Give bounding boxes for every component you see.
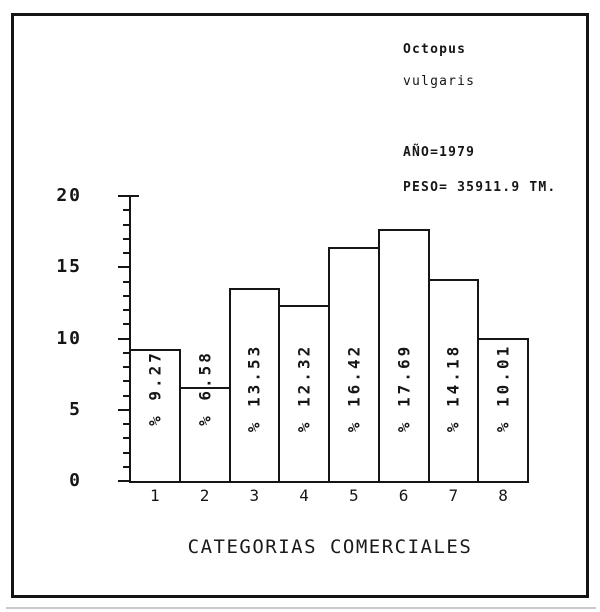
y-axis-top-cap-tick <box>129 195 139 197</box>
bar-value-label: % 13.53 <box>244 343 264 433</box>
x-tick-label: 1 <box>150 486 160 505</box>
year-label: AÑO=1979 <box>403 145 476 160</box>
y-axis-minor-tick <box>123 451 129 454</box>
bar-value-label: % 9.27 <box>145 350 165 426</box>
x-tick-label: 5 <box>349 486 359 505</box>
bar <box>427 278 480 483</box>
species-name-genus: Octopus <box>403 42 467 57</box>
y-axis-minor-tick <box>123 209 129 212</box>
y-axis-minor-tick <box>123 223 129 226</box>
x-tick-label: 3 <box>249 486 260 505</box>
x-tick-label: 2 <box>199 486 210 505</box>
bar-value-label: % 12.32 <box>294 343 314 433</box>
y-axis-minor-tick <box>123 237 129 240</box>
bar-value-label: % 17.69 <box>394 343 414 433</box>
bar <box>477 338 529 483</box>
scan-artifact-line <box>6 607 596 609</box>
bar-value-label: % 6.58 <box>195 350 215 426</box>
y-axis-major-tick <box>118 195 129 197</box>
y-axis-minor-tick <box>123 309 129 311</box>
y-axis-minor-tick <box>123 252 129 254</box>
y-tick-label: 5 <box>69 398 82 420</box>
x-tick-label: 8 <box>498 486 508 505</box>
species-name-epithet: vulgaris <box>403 74 476 89</box>
page-border-frame <box>11 13 589 598</box>
bar <box>377 228 430 483</box>
bar-value-label: % 10.01 <box>493 343 513 433</box>
y-axis-line <box>129 196 131 483</box>
x-tick-label: 6 <box>398 486 409 505</box>
y-tick-label: 15 <box>56 256 82 278</box>
bar <box>178 387 231 483</box>
y-axis-major-tick <box>118 408 129 411</box>
y-axis-minor-tick <box>123 437 129 440</box>
y-axis-minor-tick <box>123 294 129 297</box>
y-axis-major-tick <box>118 480 129 482</box>
y-tick-label: 10 <box>56 327 82 349</box>
y-axis-minor-tick <box>123 465 129 468</box>
y-tick-label: 0 <box>69 470 82 491</box>
y-axis-minor-tick <box>123 323 129 326</box>
y-axis-minor-tick <box>123 366 129 368</box>
y-axis-minor-tick <box>123 351 129 354</box>
y-axis-minor-tick <box>123 394 129 397</box>
y-tick-label: 20 <box>56 185 82 206</box>
x-axis-title: CATEGORIAS COMERCIALES <box>187 536 473 558</box>
bar-value-label: % 16.42 <box>344 343 364 433</box>
x-tick-label: 4 <box>299 486 309 505</box>
y-axis-minor-tick <box>123 423 129 425</box>
y-axis-minor-tick <box>123 380 129 383</box>
weight-label: PESO= 35911.9 TM. <box>403 180 557 195</box>
x-tick-label: 7 <box>448 486 459 505</box>
y-axis-minor-tick <box>123 280 129 283</box>
y-axis-major-tick <box>118 337 129 340</box>
bar-value-label: % 14.18 <box>443 343 463 433</box>
y-axis-major-tick <box>118 266 129 269</box>
